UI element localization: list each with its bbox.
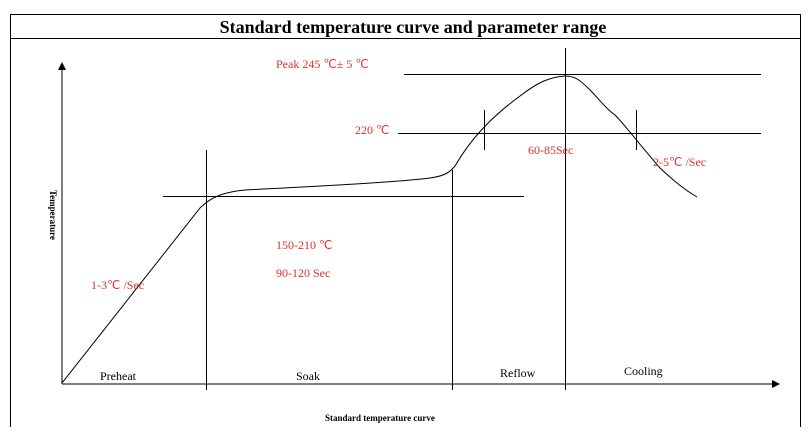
y-axis-label: Temperature [48, 190, 58, 240]
soak-temp-label: 150-210 ℃ [276, 238, 332, 252]
ramp-rate-label: 1-3℃ /Sec [91, 278, 144, 292]
temperature-curve [61, 75, 698, 384]
title: Standard temperature curve and parameter… [220, 17, 607, 37]
phase-label: Preheat [100, 369, 137, 383]
soak-time-label: 90-120 Sec [276, 266, 330, 280]
phase-label: Reflow [500, 366, 536, 380]
peak-label: Peak 245 ℃± 5 ℃ [276, 57, 369, 71]
x-axis-label: Standard temperature curve [325, 413, 435, 423]
frame [10, 14, 801, 432]
phase-label: Cooling [624, 364, 663, 378]
liquidus-label: 220 ℃ [355, 123, 389, 137]
cooling-rate-label: 2-5℃ /Sec [653, 155, 706, 169]
tal-label: 60-85Sec [528, 143, 573, 157]
phase-label: Soak [296, 369, 320, 383]
